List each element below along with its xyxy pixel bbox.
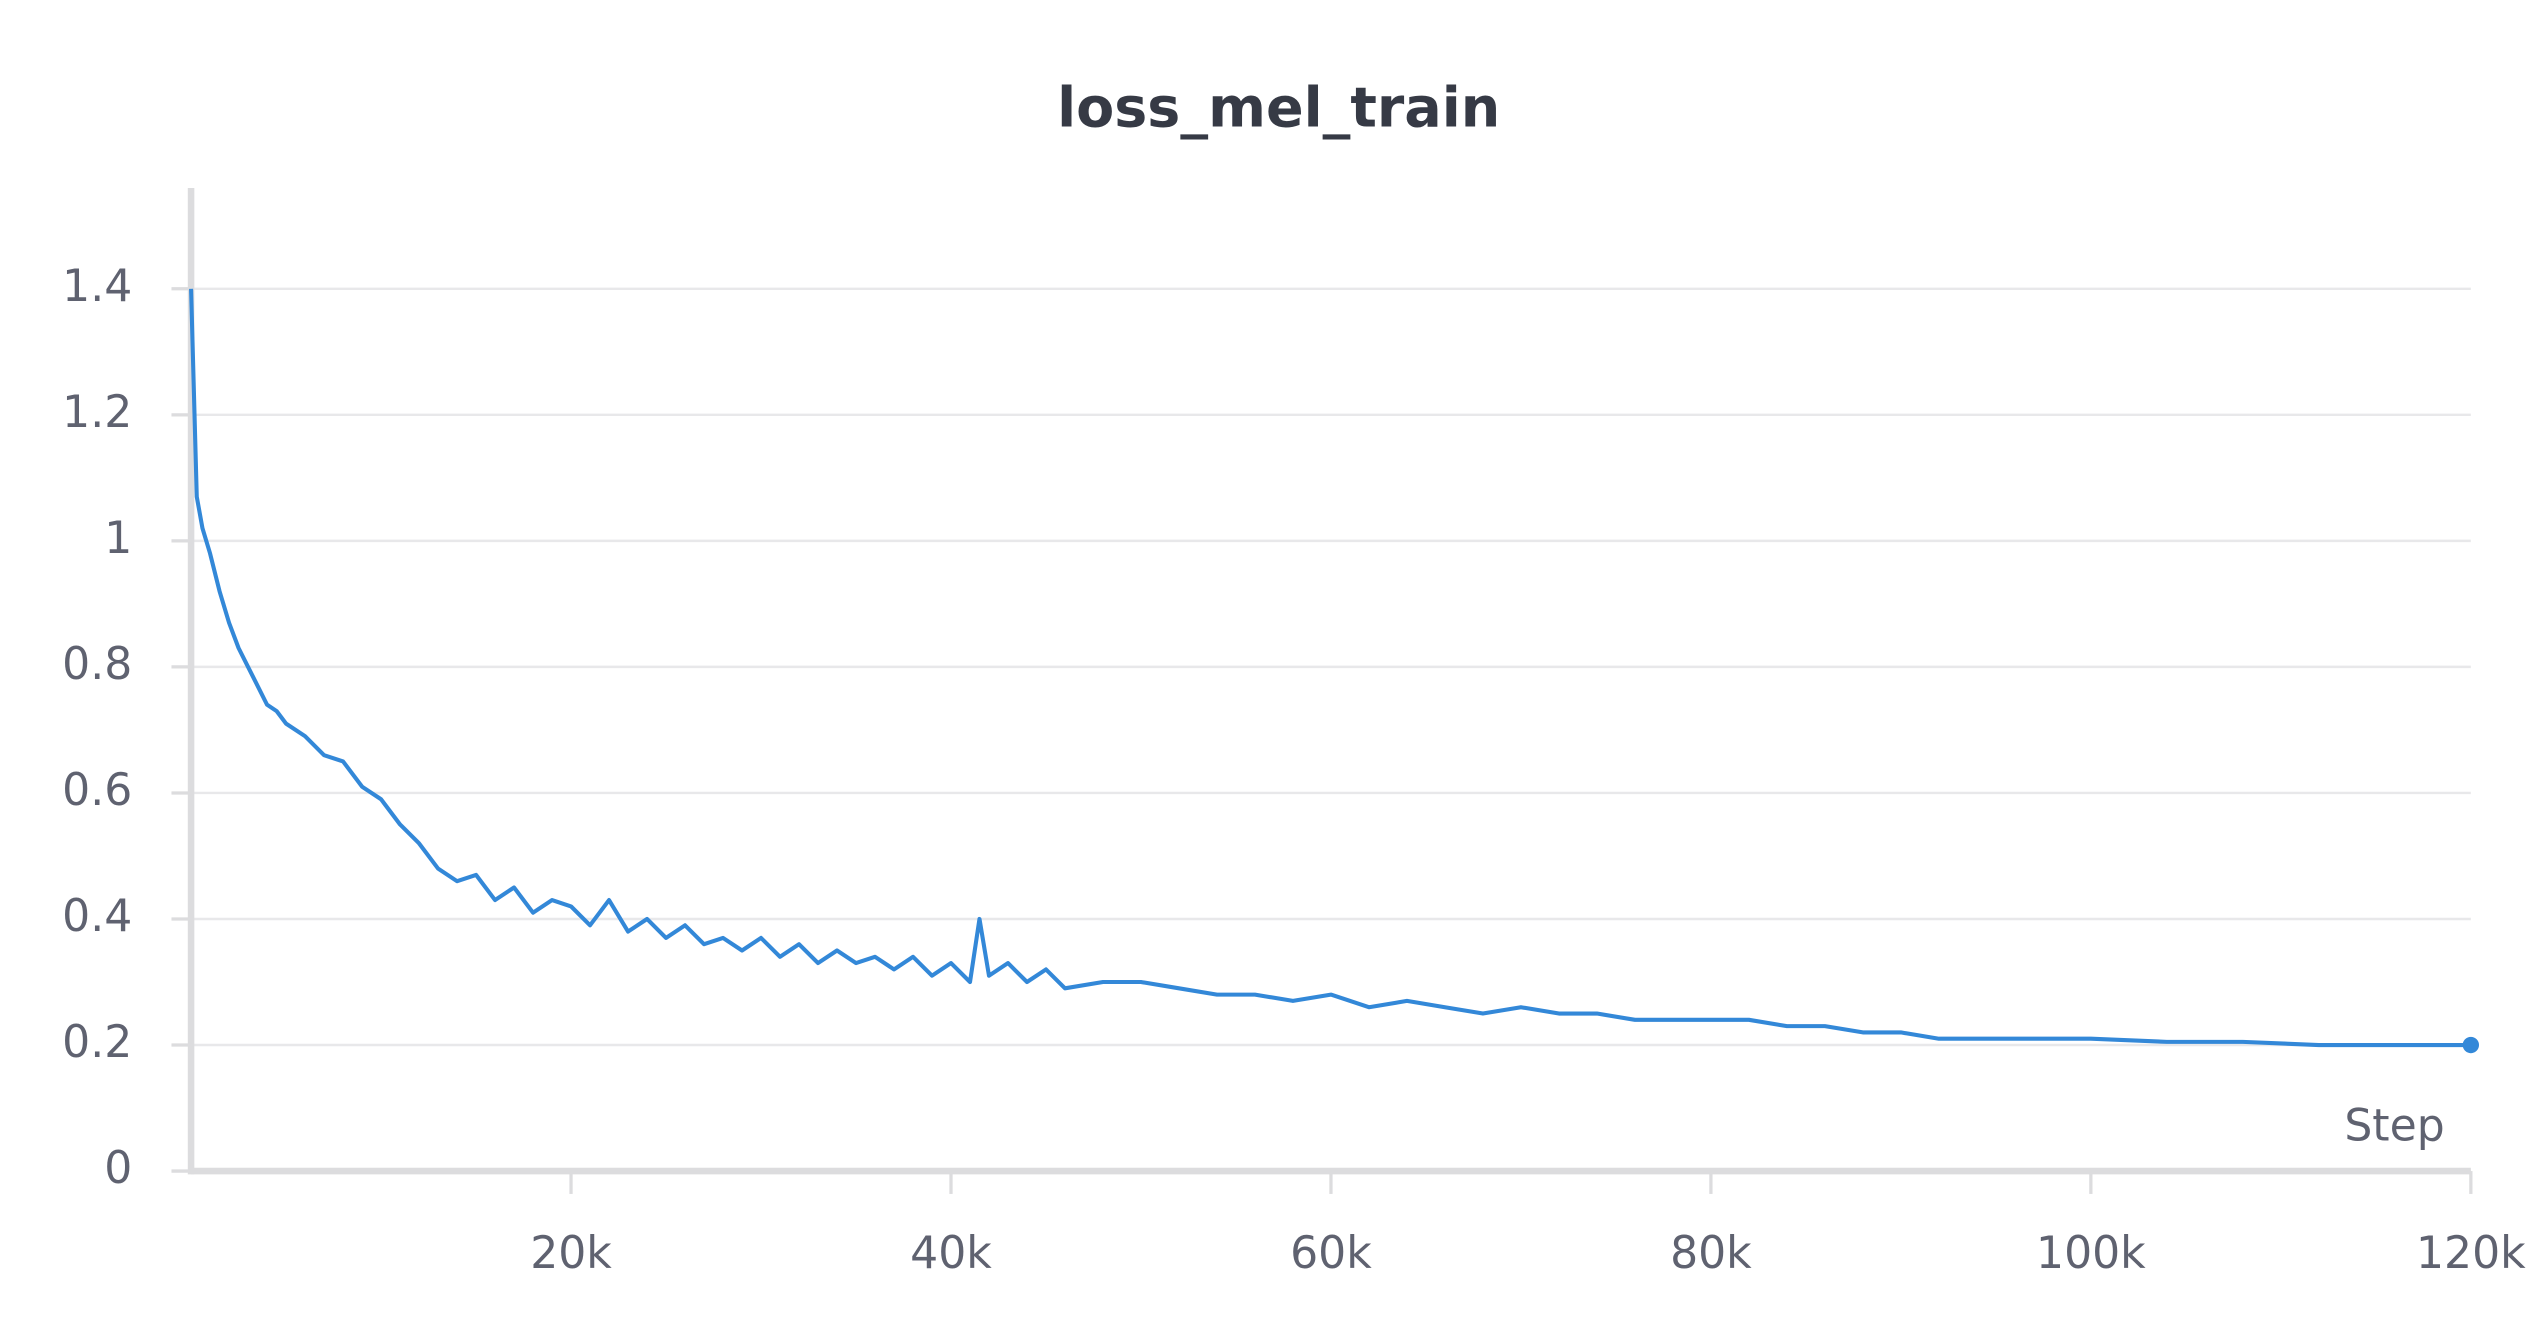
x-axis-label: Step bbox=[2344, 1101, 2444, 1152]
x-tick-label: 60k bbox=[1290, 1228, 1372, 1279]
y-tick-label: 0.6 bbox=[62, 765, 132, 816]
x-tick-label: 80k bbox=[1670, 1228, 1752, 1279]
y-tick-label: 0 bbox=[104, 1143, 132, 1194]
x-tick-label: 120k bbox=[2416, 1228, 2526, 1279]
chart-title: loss_mel_train bbox=[1057, 75, 1500, 140]
y-tick-label: 0.8 bbox=[62, 639, 132, 690]
y-tick-label: 1.4 bbox=[62, 261, 132, 312]
line-series bbox=[189, 288, 2471, 1048]
x-tick-label: 20k bbox=[530, 1228, 612, 1279]
y-tick-label: 0.2 bbox=[62, 1017, 132, 1068]
y-tick-label: 0.4 bbox=[62, 891, 132, 942]
x-tick-label: 40k bbox=[910, 1228, 992, 1279]
y-tick-label: 1.2 bbox=[62, 387, 132, 438]
last-point bbox=[2462, 1036, 2480, 1054]
y-tick-label: 1 bbox=[104, 513, 132, 564]
x-tick-label: 100k bbox=[2036, 1228, 2146, 1279]
